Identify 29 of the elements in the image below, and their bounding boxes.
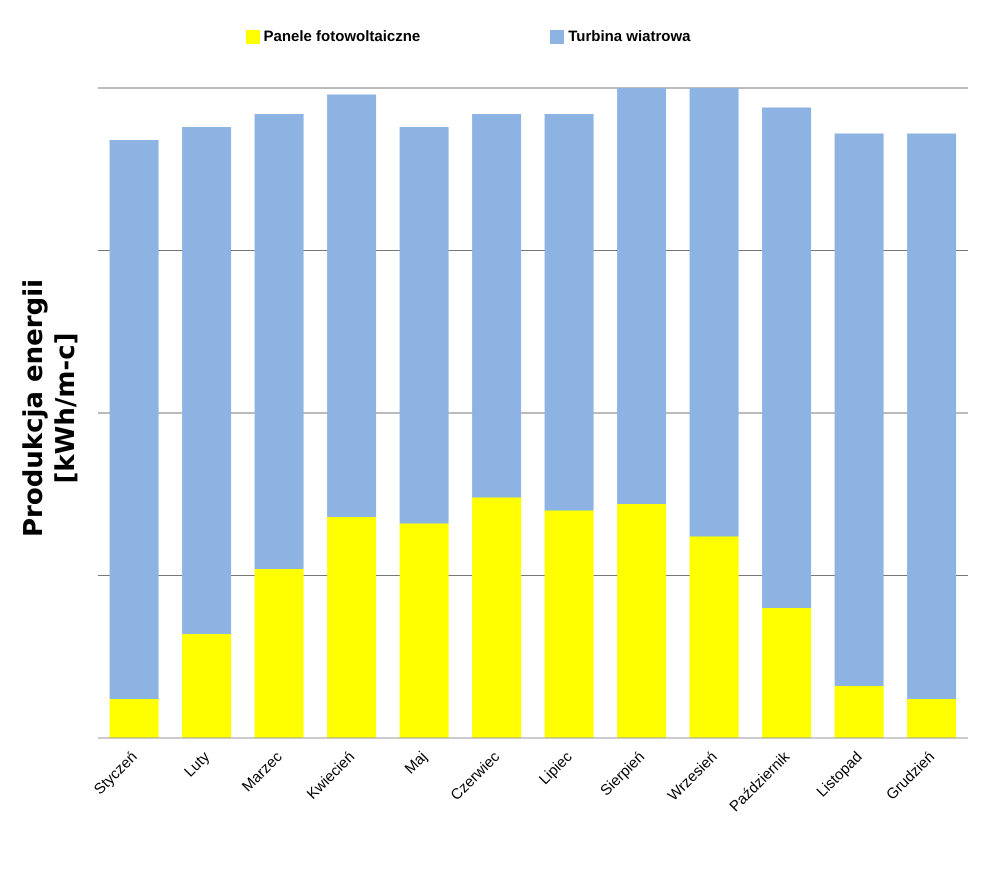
bar — [617, 504, 666, 738]
bar — [907, 134, 956, 699]
bar — [834, 686, 884, 738]
bar — [327, 517, 376, 738]
bar — [110, 699, 159, 738]
bar — [254, 114, 304, 569]
x-tick-label: Luty — [181, 748, 214, 780]
bar — [254, 569, 304, 738]
legend-label: Panele fotowoltaiczne — [264, 28, 420, 45]
bar — [472, 498, 522, 738]
bar — [907, 699, 956, 738]
bar — [690, 88, 739, 536]
legend-label: Turbina wiatrowa — [568, 28, 690, 45]
bar — [834, 134, 884, 686]
x-tick-label: Maj — [402, 748, 431, 778]
bar — [400, 524, 449, 738]
bar — [110, 140, 159, 699]
bar — [762, 608, 812, 738]
bar — [544, 114, 594, 510]
bar — [182, 127, 232, 634]
bar — [544, 510, 594, 738]
bar — [762, 108, 812, 608]
bar — [472, 114, 522, 498]
bar — [617, 88, 666, 504]
bar — [690, 536, 739, 738]
y-axis-title: Produkcja energii [kWh/m-c] — [19, 278, 81, 538]
bar — [182, 634, 232, 738]
bar — [400, 127, 449, 524]
bar — [327, 94, 376, 517]
